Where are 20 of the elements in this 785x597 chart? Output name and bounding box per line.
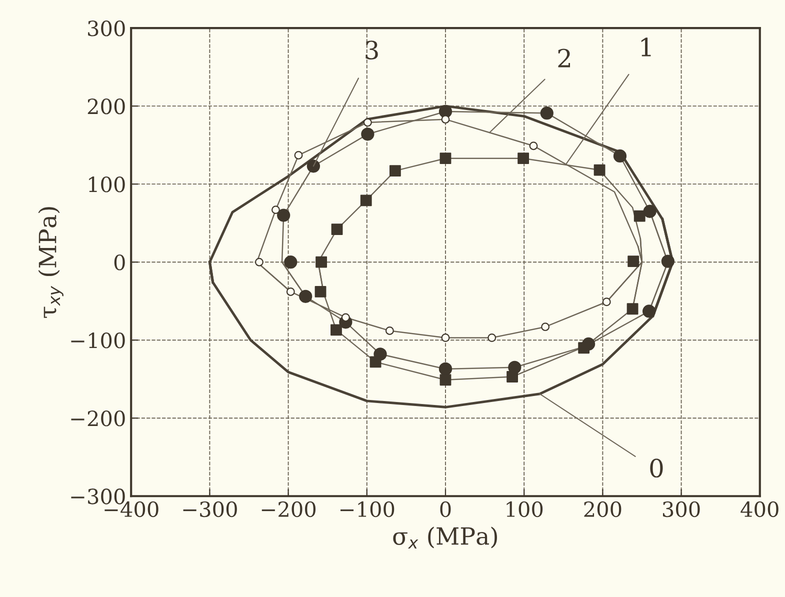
- x-tick-label: 300: [662, 501, 700, 518]
- x-axis-title: σ$_{x}$ (MPa): [393, 526, 497, 548]
- y-tick-label: −100: [71, 332, 125, 348]
- annotation: 3: [366, 40, 378, 60]
- y-tick-label: 200: [88, 98, 125, 114]
- y-tick-label: 300: [88, 20, 125, 36]
- x-tick-label: −100: [340, 501, 394, 518]
- x-tick-label: 0: [440, 501, 451, 518]
- x-tick-label: 400: [740, 501, 778, 518]
- y-axis-title: τ$_{xy}$ (MPa): [38, 207, 64, 318]
- x-tick-label: 200: [584, 501, 622, 518]
- x-tick-label: 100: [506, 501, 543, 518]
- annotation: 1: [641, 38, 651, 56]
- y-tick-label: 100: [89, 176, 125, 192]
- annotation: 2: [558, 48, 570, 68]
- y-tick-label: −200: [71, 410, 125, 426]
- y-tick-label: 0: [114, 254, 125, 270]
- x-tick-label: −200: [262, 501, 316, 518]
- x-tick-label: −300: [183, 501, 237, 518]
- annotation: 0: [650, 458, 663, 478]
